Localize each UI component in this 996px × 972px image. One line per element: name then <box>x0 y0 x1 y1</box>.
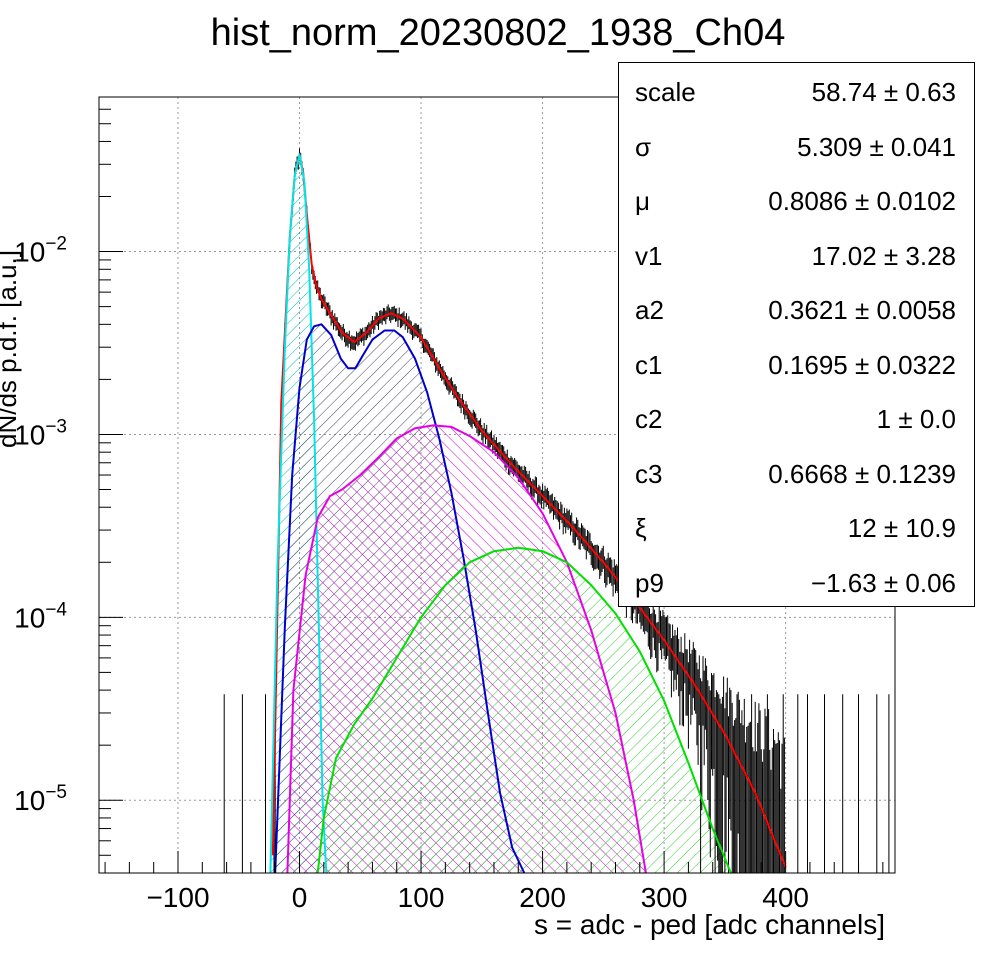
stat-row: μ 0.8086 ± 0.0102 <box>619 172 974 226</box>
stat-row: c1 0.1695 ± 0.0322 <box>619 336 974 390</box>
stat-value: 1 ± 0.0 <box>877 404 956 435</box>
stat-value: 58.74 ± 0.63 <box>812 77 956 108</box>
stat-value: 5.309 ± 0.041 <box>797 132 956 163</box>
stat-value: 0.8086 ± 0.0102 <box>768 186 956 217</box>
stat-name: c2 <box>635 404 662 435</box>
stat-name: ξ <box>635 513 647 544</box>
fit-statistics-box: scale 58.74 ± 0.63 σ 5.309 ± 0.041 μ 0.8086 ±… <box>618 62 975 607</box>
stat-row: c2 1 ± 0.0 <box>619 390 974 444</box>
stat-value: 17.02 ± 3.28 <box>812 241 956 272</box>
y-tick-label: 10−5 <box>14 782 67 816</box>
stat-name: v1 <box>635 241 662 272</box>
stat-name: c3 <box>635 459 662 490</box>
x-tick-label: 100 <box>398 882 445 913</box>
stat-name: c1 <box>635 350 662 381</box>
stat-name: scale <box>635 77 696 108</box>
stat-row: scale 58.74 ± 0.63 <box>619 63 974 117</box>
stat-value: −1.63 ± 0.06 <box>811 568 956 599</box>
x-axis-label: s = adc - ped [adc channels] <box>534 909 885 941</box>
stat-row: p9 −1.63 ± 0.06 <box>619 554 974 608</box>
stat-value: 0.3621 ± 0.0058 <box>768 295 956 326</box>
stat-value: 0.1695 ± 0.0322 <box>768 350 956 381</box>
y-tick-label: 10−4 <box>14 599 67 633</box>
stat-row: a2 0.3621 ± 0.0058 <box>619 281 974 335</box>
stat-name: p9 <box>635 568 664 599</box>
stat-row: ξ 12 ± 10.9 <box>619 499 974 553</box>
x-tick-label: −100 <box>146 882 209 913</box>
stat-row: c3 0.6668 ± 0.1239 <box>619 445 974 499</box>
stat-name: a2 <box>635 295 664 326</box>
stat-name: μ <box>635 186 650 217</box>
stat-row: v1 17.02 ± 3.28 <box>619 227 974 281</box>
x-tick-label: 0 <box>292 882 308 913</box>
stat-row: σ 5.309 ± 0.041 <box>619 118 974 172</box>
stat-value: 0.6668 ± 0.1239 <box>768 459 956 490</box>
stat-name: σ <box>635 132 651 163</box>
stat-value: 12 ± 10.9 <box>848 513 956 544</box>
